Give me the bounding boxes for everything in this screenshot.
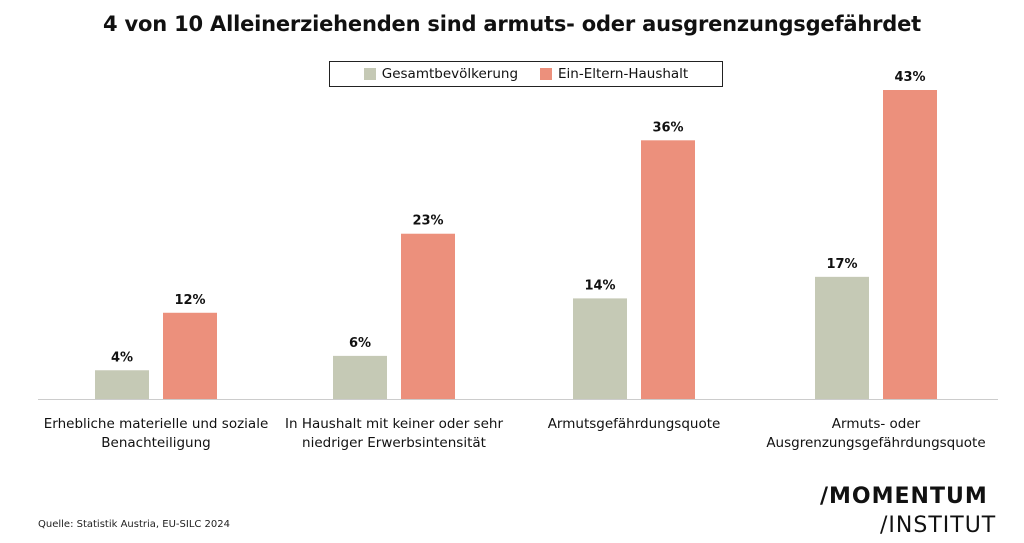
category-label-0-line-1: Benachteiligung [101, 435, 210, 451]
data-label-ein-eltern-haushalt-0: 12% [174, 293, 205, 308]
bar-ein-eltern-haushalt-2 [641, 140, 695, 400]
legend-label-ein-eltern-haushalt: Ein-Eltern-Haushalt [558, 66, 689, 82]
chart-legend: Gesamtbevölkerung Ein-Eltern-Haushalt [329, 61, 723, 87]
legend-label-gesamtbevoelkerung: Gesamtbevölkerung [381, 66, 519, 82]
category-label-2-line-0: Armutsgefährdungsquote [548, 416, 721, 432]
category-label-1-line-1: niedriger Erwerbsintensität [302, 435, 486, 451]
source-note: Quelle: Statistik Austria, EU-SILC 2024 [38, 519, 231, 530]
legend-swatch-gesamtbevoelkerung [363, 68, 376, 80]
chart-title: 4 von 10 Alleinerziehenden sind armuts- … [103, 12, 921, 36]
data-label-gesamtbevoelkerung-0: 4% [111, 350, 133, 365]
bar-ein-eltern-haushalt-1 [401, 233, 455, 399]
logo-line-1: /MOMENTUM [820, 484, 988, 509]
category-label-0-line-0: Erhebliche materielle und soziale [44, 416, 269, 432]
data-label-ein-eltern-haushalt-3: 43% [894, 70, 925, 85]
data-label-ein-eltern-haushalt-2: 36% [652, 120, 683, 135]
legend-item-gesamtbevoelkerung: Gesamtbevölkerung [363, 66, 519, 82]
category-label-3-line-0: Armuts- oder [832, 416, 921, 432]
bar-gesamtbevoelkerung-0 [95, 370, 149, 399]
data-label-gesamtbevoelkerung-3: 17% [826, 257, 857, 272]
bar-ein-eltern-haushalt-3 [883, 90, 937, 399]
legend-swatch-ein-eltern-haushalt [540, 68, 553, 80]
momentum-institut-logo: /MOMENTUM /INSTITUT [820, 484, 1020, 540]
bar-gesamtbevoelkerung-1 [333, 355, 387, 399]
bar-gesamtbevoelkerung-3 [815, 276, 869, 399]
data-label-gesamtbevoelkerung-2: 14% [584, 278, 615, 293]
legend-item-ein-eltern-haushalt: Ein-Eltern-Haushalt [540, 66, 688, 82]
data-label-gesamtbevoelkerung-1: 6% [349, 336, 371, 351]
category-label-1-line-0: In Haushalt mit keiner oder sehr [285, 416, 503, 432]
category-label-3-line-1: Ausgrenzungsgefährdungsquote [766, 435, 985, 451]
bar-gesamtbevoelkerung-2 [573, 298, 627, 399]
logo-line-2: /INSTITUT [880, 513, 997, 538]
bar-chart: 4% 12% Erhebliche materielle und soziale Be… [38, 70, 998, 451]
data-label-ein-eltern-haushalt-1: 23% [412, 214, 443, 229]
bar-ein-eltern-haushalt-0 [163, 312, 217, 399]
